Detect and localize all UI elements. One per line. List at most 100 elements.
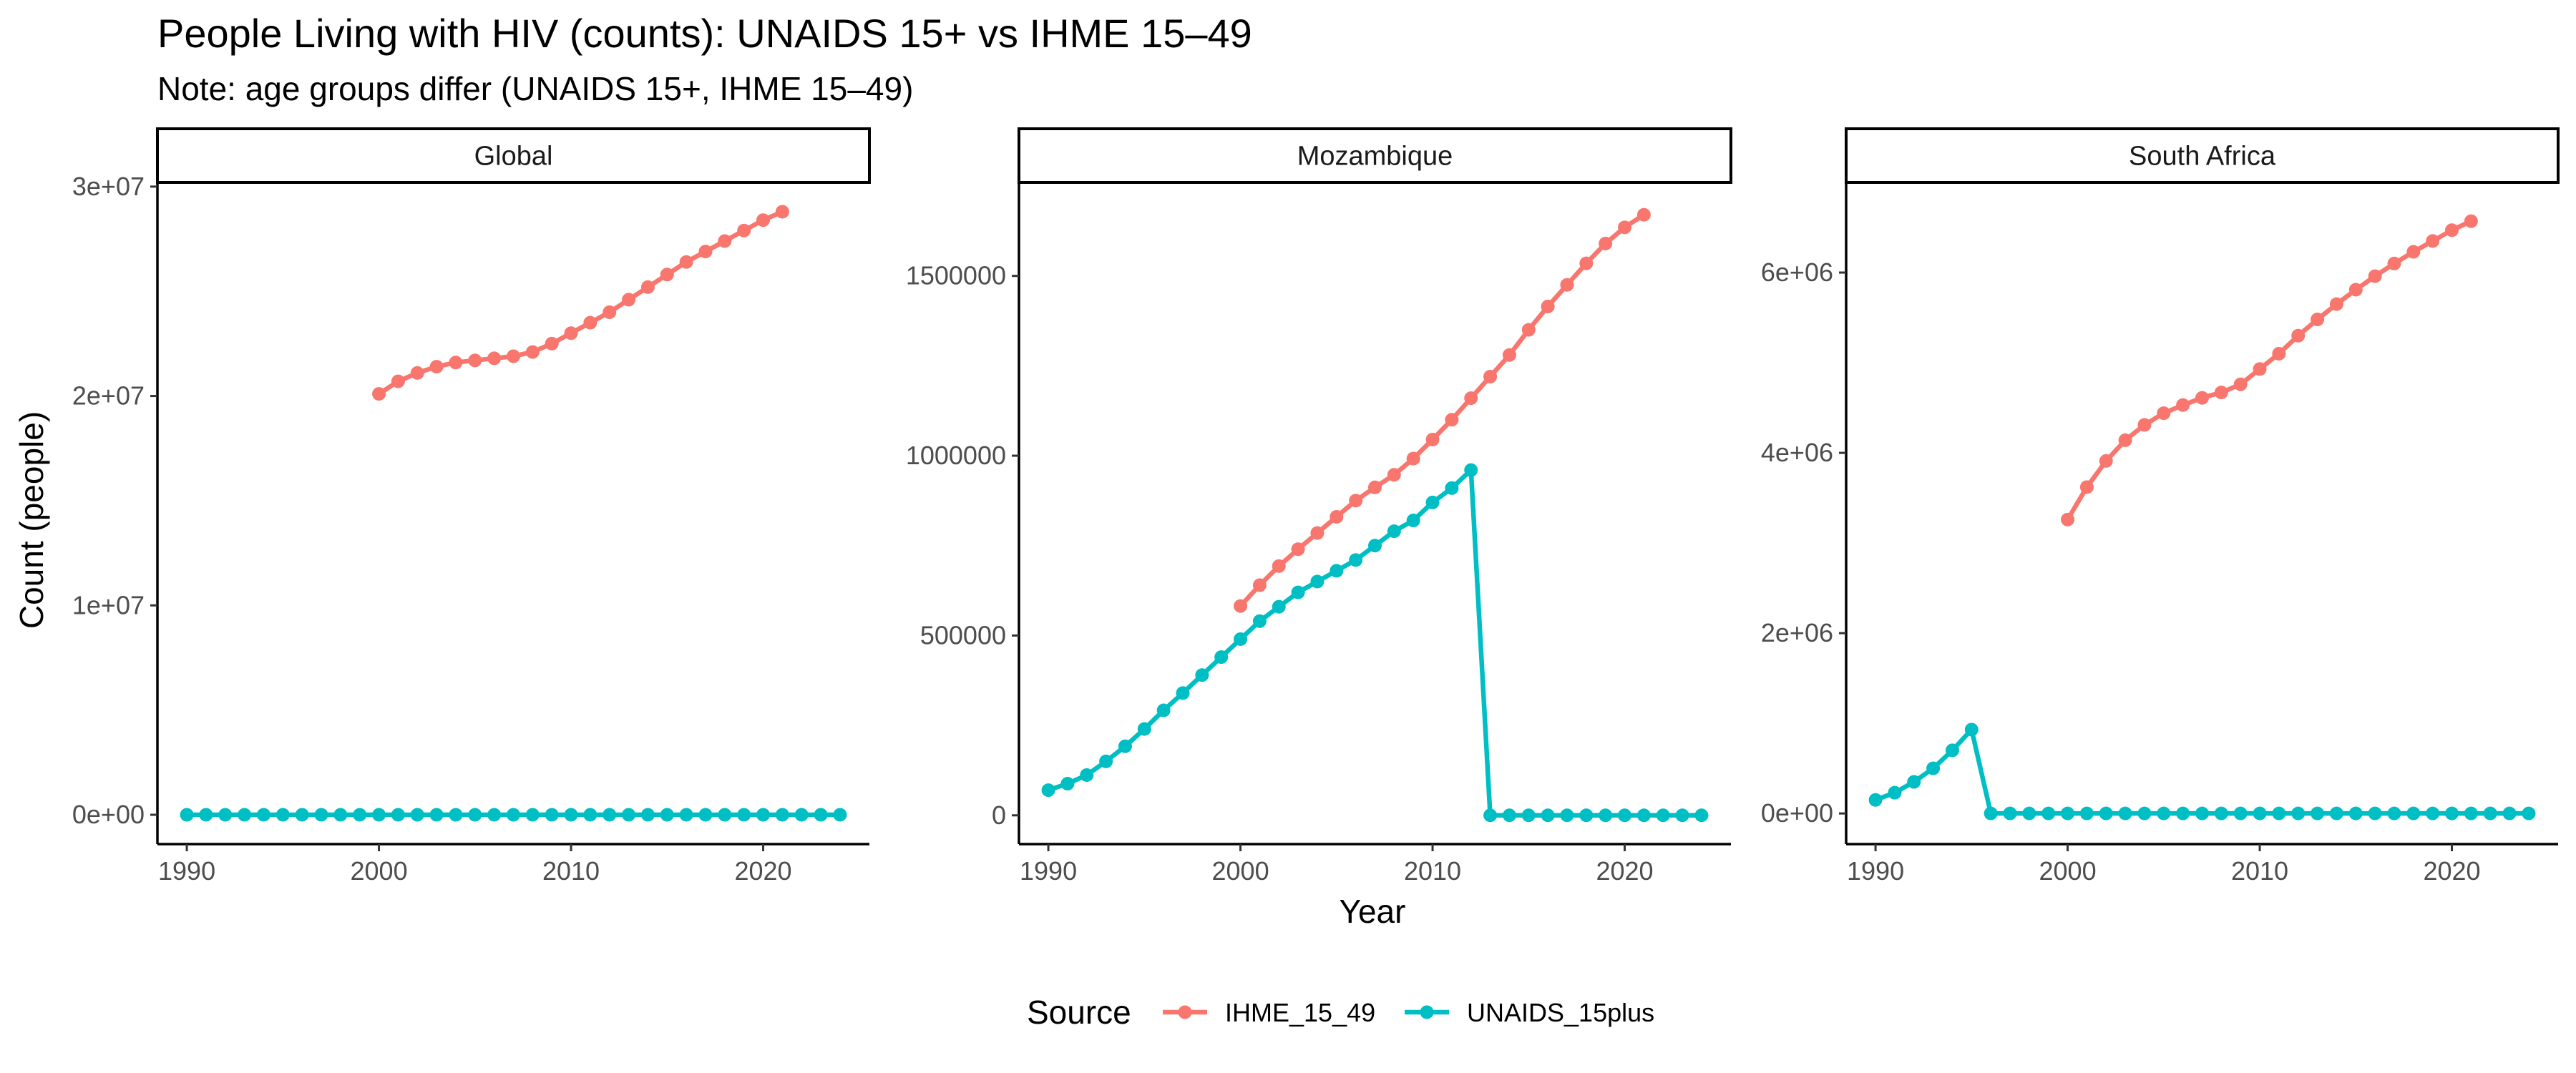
data-point-unaids-15plus xyxy=(2233,806,2248,820)
data-point-unaids-15plus xyxy=(238,808,252,822)
chart-title: People Living with HIV (counts): UNAIDS … xyxy=(157,11,1252,56)
data-point-unaids-15plus xyxy=(1579,808,1594,823)
data-point-ihme-15-49 xyxy=(1618,220,1632,235)
data-point-unaids-15plus xyxy=(468,808,482,822)
series-unaids-15plus-mozambique xyxy=(1041,463,1709,823)
data-point-ihme-15-49 xyxy=(622,293,636,307)
data-point-unaids-15plus xyxy=(525,808,540,822)
data-point-unaids-15plus xyxy=(2426,806,2440,820)
data-point-unaids-15plus xyxy=(1560,808,1574,823)
data-point-ihme-15-49 xyxy=(2311,313,2325,327)
series-unaids-15plus-south-africa xyxy=(1868,722,2536,820)
data-point-unaids-15plus xyxy=(814,808,828,822)
data-point-unaids-15plus xyxy=(1272,599,1286,614)
series-line-ihme-15-49 xyxy=(376,209,785,396)
data-point-unaids-15plus xyxy=(1099,754,1113,768)
data-point-ihme-15-49 xyxy=(468,353,482,368)
x-tick-label: 2020 xyxy=(2423,856,2480,886)
data-point-unaids-15plus xyxy=(545,808,559,822)
data-point-unaids-15plus xyxy=(2406,806,2421,820)
data-point-unaids-15plus xyxy=(2253,806,2267,820)
data-point-unaids-15plus xyxy=(2502,806,2517,820)
data-point-unaids-15plus xyxy=(1888,785,1902,800)
data-point-ihme-15-49 xyxy=(1445,413,1459,427)
data-point-unaids-15plus xyxy=(1349,553,1363,567)
data-point-unaids-15plus xyxy=(1195,668,1209,682)
data-point-unaids-15plus xyxy=(775,808,789,822)
data-point-ihme-15-49 xyxy=(737,223,751,237)
data-point-unaids-15plus xyxy=(2041,806,2056,820)
data-point-ihme-15-49 xyxy=(2079,480,2094,494)
data-point-unaids-15plus xyxy=(2195,806,2209,820)
data-point-unaids-15plus xyxy=(2311,806,2325,820)
data-point-ihme-15-49 xyxy=(1521,323,1536,337)
x-tick-label: 2020 xyxy=(734,856,791,886)
data-point-unaids-15plus xyxy=(2079,806,2094,820)
data-point-unaids-15plus xyxy=(794,808,809,822)
series-ihme-15-49-global xyxy=(372,205,789,401)
data-point-ihme-15-49 xyxy=(2233,377,2248,391)
data-point-ihme-15-49 xyxy=(1234,599,1248,613)
y-tick-label: 0e+00 xyxy=(72,800,145,829)
legend-label: UNAIDS_15plus xyxy=(1467,998,1654,1027)
data-point-unaids-15plus xyxy=(2176,806,2190,820)
data-point-unaids-15plus xyxy=(218,808,233,822)
data-point-unaids-15plus xyxy=(622,808,636,822)
data-point-unaids-15plus xyxy=(256,808,270,822)
data-point-unaids-15plus xyxy=(410,808,424,822)
data-point-ihme-15-49 xyxy=(1599,236,1613,250)
data-point-unaids-15plus xyxy=(2118,806,2132,820)
series-line-ihme-15-49 xyxy=(2065,218,2474,522)
y-axis-title: Count (people) xyxy=(13,411,50,629)
data-point-unaids-15plus xyxy=(2348,806,2363,820)
data-point-unaids-15plus xyxy=(1502,808,1516,823)
data-point-unaids-15plus xyxy=(2214,806,2228,820)
data-point-unaids-15plus xyxy=(333,808,348,822)
data-point-unaids-15plus xyxy=(1636,808,1651,823)
data-point-unaids-15plus xyxy=(1214,650,1229,665)
data-point-ihme-15-49 xyxy=(2464,214,2478,228)
data-point-ihme-15-49 xyxy=(2329,297,2343,311)
chart-subtitle: Note: age groups differ (UNAIDS 15+, IHM… xyxy=(157,70,913,107)
data-point-ihme-15-49 xyxy=(660,268,674,282)
data-point-ihme-15-49 xyxy=(2387,256,2401,270)
series-ihme-15-49-south-africa xyxy=(2061,214,2478,526)
data-point-ihme-15-49 xyxy=(679,255,693,269)
x-tick-label: 2020 xyxy=(1596,856,1653,886)
legend-key-point xyxy=(1420,1005,1434,1019)
data-point-unaids-15plus xyxy=(2368,806,2382,820)
data-point-unaids-15plus xyxy=(1060,777,1075,791)
series-line-unaids-15plus xyxy=(1045,467,1704,818)
data-point-unaids-15plus xyxy=(2157,806,2171,820)
x-tick-label: 2000 xyxy=(2039,856,2097,886)
x-tick-label: 2010 xyxy=(1404,856,1461,886)
data-point-unaids-15plus xyxy=(1868,793,1883,807)
y-tick-label: 2e+07 xyxy=(72,381,145,411)
x-tick-label: 2010 xyxy=(2231,856,2288,886)
data-point-unaids-15plus xyxy=(507,808,520,822)
data-point-unaids-15plus xyxy=(1618,808,1632,823)
data-point-ihme-15-49 xyxy=(2195,391,2209,405)
data-point-unaids-15plus xyxy=(314,808,328,822)
data-point-ihme-15-49 xyxy=(1406,451,1420,466)
series-ihme-15-49-mozambique xyxy=(1234,207,1651,613)
data-point-unaids-15plus xyxy=(372,808,386,822)
data-point-ihme-15-49 xyxy=(1252,578,1267,592)
data-point-ihme-15-49 xyxy=(391,374,405,388)
legend-key-point xyxy=(1178,1005,1192,1019)
x-tick-label: 2000 xyxy=(1212,856,1269,886)
y-tick-label: 500000 xyxy=(920,620,1006,650)
y-tick-label: 4e+06 xyxy=(1761,438,1833,467)
data-point-unaids-15plus xyxy=(1984,806,1998,820)
data-point-unaids-15plus xyxy=(2137,806,2152,820)
data-point-unaids-15plus xyxy=(2464,806,2478,820)
data-point-unaids-15plus xyxy=(1387,524,1401,539)
data-point-unaids-15plus xyxy=(640,808,655,822)
y-tick-label: 1500000 xyxy=(906,261,1006,290)
data-point-ihme-15-49 xyxy=(1291,542,1305,557)
data-point-unaids-15plus xyxy=(1041,783,1055,798)
data-point-unaids-15plus xyxy=(698,808,713,822)
data-point-ihme-15-49 xyxy=(545,336,559,351)
panel-mozambique: Mozambique 0 500000 1000000 1500000 1990 2000 2… xyxy=(906,127,1732,886)
